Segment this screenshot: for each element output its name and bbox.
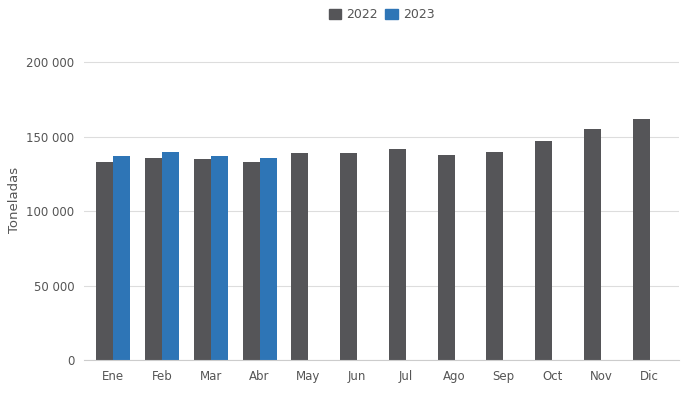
Bar (340, 153, 357, 360)
Bar (291, 153, 308, 360)
Bar (438, 155, 455, 360)
Bar (535, 141, 552, 360)
Bar (242, 162, 260, 360)
Bar (584, 129, 601, 360)
Y-axis label: Toneladas: Toneladas (8, 167, 20, 233)
Bar (486, 152, 503, 360)
Bar (211, 156, 228, 360)
Bar (389, 149, 406, 360)
Bar (113, 156, 130, 360)
Bar (260, 158, 276, 360)
Bar (145, 158, 162, 360)
Bar (633, 119, 650, 360)
Bar (96, 162, 113, 360)
Legend: 2022, 2023: 2022, 2023 (325, 5, 438, 25)
Bar (162, 152, 179, 360)
Bar (194, 159, 211, 360)
